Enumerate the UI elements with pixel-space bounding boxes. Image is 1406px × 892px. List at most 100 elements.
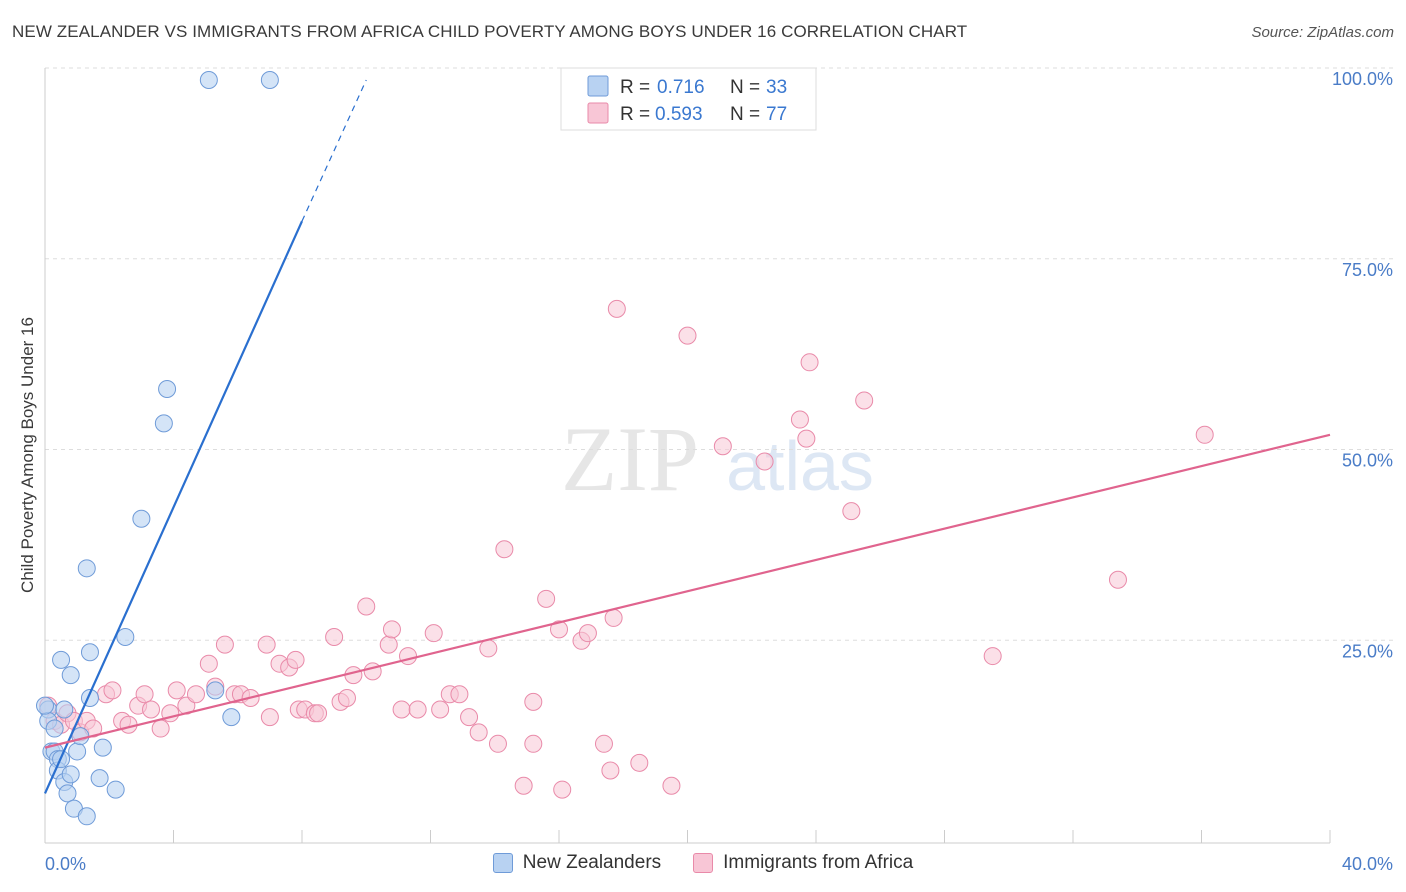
data-point-new-zealanders	[52, 650, 71, 669]
data-point-immigrants-from-africa	[399, 647, 418, 666]
data-point-immigrants-from-africa	[392, 700, 411, 719]
data-point-immigrants-from-africa	[135, 685, 154, 704]
data-point-immigrants-from-africa	[790, 410, 809, 429]
data-point-immigrants-from-africa	[450, 685, 469, 704]
data-point-immigrants-from-africa	[257, 635, 276, 654]
data-point-immigrants-from-africa	[286, 650, 305, 669]
series-new-zealanders	[36, 71, 279, 826]
legend-n-label-blue: N =	[730, 77, 760, 98]
data-point-new-zealanders	[106, 780, 125, 799]
tick-labels: 25.0% 50.0% 75.0% 100.0% 0.0% 40.0%	[44, 69, 1393, 874]
data-point-immigrants-from-africa	[103, 681, 122, 700]
data-point-immigrants-from-africa	[604, 608, 623, 627]
legend-swatch-blue	[587, 75, 609, 97]
data-point-immigrants-from-africa	[460, 708, 479, 727]
data-point-immigrants-from-africa	[755, 452, 774, 471]
trend-line-new-zealanders-extension	[301, 79, 367, 222]
data-point-new-zealanders	[158, 380, 177, 399]
data-point-immigrants-from-africa	[186, 685, 205, 704]
data-point-new-zealanders	[93, 738, 112, 757]
legend-label-immigrants-from-africa: Immigrants from Africa	[723, 852, 914, 873]
data-point-new-zealanders	[116, 627, 135, 646]
data-point-immigrants-from-africa	[678, 326, 697, 345]
data-point-immigrants-from-africa	[553, 780, 572, 799]
data-point-new-zealanders	[260, 71, 279, 89]
data-point-immigrants-from-africa	[260, 708, 279, 727]
data-point-immigrants-from-africa	[142, 700, 161, 719]
legend-r-label-pink: R =	[620, 104, 650, 125]
grid-lines	[45, 67, 1393, 641]
data-point-new-zealanders	[45, 719, 64, 738]
data-point-immigrants-from-africa	[594, 734, 613, 753]
data-point-new-zealanders	[77, 559, 96, 578]
data-point-new-zealanders	[55, 700, 74, 719]
data-point-immigrants-from-africa	[151, 719, 170, 738]
x-tick-label-max: 40.0%	[1342, 854, 1393, 874]
y-tick-label-75: 75.0%	[1342, 260, 1393, 280]
data-point-immigrants-from-africa	[479, 639, 498, 658]
data-point-immigrants-from-africa	[713, 437, 732, 456]
data-point-immigrants-from-africa	[357, 597, 376, 616]
data-point-new-zealanders	[132, 509, 151, 528]
data-point-immigrants-from-africa	[537, 589, 556, 608]
data-point-immigrants-from-africa	[469, 723, 488, 742]
data-point-immigrants-from-africa	[855, 391, 874, 410]
data-point-immigrants-from-africa	[800, 353, 819, 372]
data-point-immigrants-from-africa	[309, 704, 328, 723]
data-point-new-zealanders	[61, 666, 80, 685]
data-point-immigrants-from-africa	[662, 776, 681, 795]
data-point-new-zealanders	[90, 769, 109, 788]
data-point-new-zealanders	[68, 742, 87, 761]
data-point-immigrants-from-africa	[382, 620, 401, 639]
legend-n-value-blue: 33	[766, 77, 787, 98]
legend-swatch-pink	[587, 102, 609, 124]
data-point-immigrants-from-africa	[601, 761, 620, 780]
legend-item-new-zealanders[interactable]: New Zealanders	[492, 852, 662, 874]
watermark-zip: ZIP	[561, 408, 699, 510]
legend-r-label-blue: R =	[620, 77, 650, 98]
legend-r-value-blue: 0.716	[657, 77, 705, 98]
data-point-new-zealanders	[36, 696, 54, 715]
data-point-immigrants-from-africa	[167, 681, 186, 700]
data-point-new-zealanders	[199, 71, 218, 89]
data-point-immigrants-from-africa	[550, 620, 568, 639]
data-point-immigrants-from-africa	[488, 734, 507, 753]
data-point-immigrants-from-africa	[325, 627, 344, 646]
legend-n-value-pink: 77	[766, 104, 787, 125]
data-point-new-zealanders	[77, 807, 96, 826]
data-point-immigrants-from-africa	[797, 429, 816, 448]
series-immigrants-from-africa	[39, 299, 1214, 799]
data-point-immigrants-from-africa	[424, 624, 443, 643]
data-point-new-zealanders	[58, 784, 77, 803]
legend-r-value-pink: 0.593	[655, 104, 703, 125]
data-point-immigrants-from-africa	[842, 502, 861, 521]
data-point-immigrants-from-africa	[344, 666, 363, 685]
legend-label-new-zealanders: New Zealanders	[522, 852, 662, 873]
data-point-immigrants-from-africa	[337, 689, 356, 708]
data-point-new-zealanders	[154, 414, 173, 433]
y-tick-label-50: 50.0%	[1342, 451, 1393, 471]
data-point-new-zealanders	[61, 765, 80, 784]
legend-n-label-pink: N =	[730, 104, 760, 125]
legend-swatch-new-zealanders	[492, 853, 513, 873]
data-point-immigrants-from-africa	[524, 692, 543, 711]
data-point-immigrants-from-africa	[431, 700, 450, 719]
data-point-immigrants-from-africa	[215, 635, 234, 654]
trend-line-new-zealanders	[43, 220, 304, 794]
bottom-legend: New Zealanders Immigrants from Africa	[0, 852, 1406, 874]
trend-lines	[43, 79, 1331, 794]
data-point-immigrants-from-africa	[630, 753, 649, 772]
data-point-immigrants-from-africa	[379, 635, 398, 654]
chart-title: NEW ZEALANDER VS IMMIGRANTS FROM AFRICA …	[12, 22, 968, 41]
data-point-immigrants-from-africa	[1195, 425, 1214, 444]
legend-item-immigrants-from-africa[interactable]: Immigrants from Africa	[693, 852, 913, 874]
source-label: Source: ZipAtlas.com	[1251, 24, 1394, 41]
data-point-immigrants-from-africa	[495, 540, 514, 559]
y-tick-label-100: 100.0%	[1332, 69, 1393, 89]
top-legend: R = 0.716 N = 33 R = 0.593 N = 77	[560, 67, 817, 131]
trend-line-immigrants-from-africa	[44, 433, 1331, 749]
data-point-immigrants-from-africa	[199, 654, 218, 673]
data-point-immigrants-from-africa	[607, 299, 626, 318]
data-point-new-zealanders	[206, 681, 225, 700]
